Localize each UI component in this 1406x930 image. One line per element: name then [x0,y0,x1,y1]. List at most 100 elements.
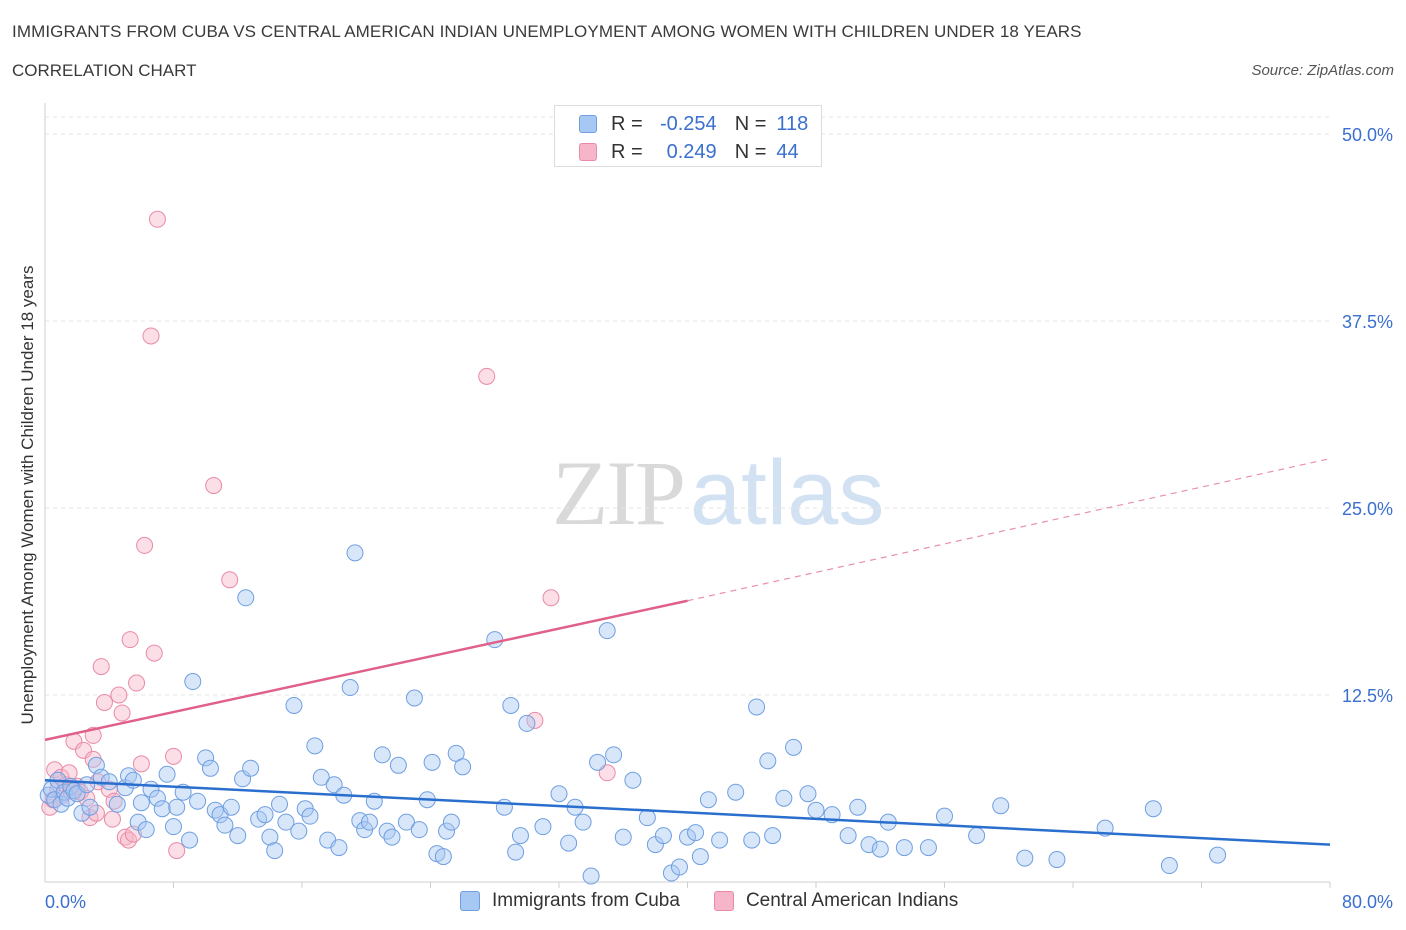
data-point-cuba [486,631,504,649]
data-point-central-american-indians [165,747,182,765]
data-point-cuba [764,827,782,845]
correlation-legend: R = -0.254 N = 118 R = 0.249 N = 44 [554,105,822,167]
data-point-cuba [679,828,696,846]
data-point-central-american-indians [110,686,128,704]
immigrants-from-cuba-points [39,544,1227,885]
series-legend: Immigrants from Cuba Central American In… [460,890,992,912]
data-point-central-american-indians [598,764,616,782]
data-point-cuba [410,821,428,839]
data-point-central-american-indians [92,658,110,676]
data-point-cuba [290,822,308,840]
data-point-cuba [237,589,255,607]
data-point-cuba [1048,851,1066,869]
data-point-cuba [285,696,303,714]
data-point-cuba [181,831,199,849]
legend-row-cuba: R = -0.254 N = 118 [579,112,808,136]
source-credit: Source: ZipAtlas.com [1251,62,1394,79]
data-point-central-american-indians [142,327,160,345]
r-label: R = [611,140,643,163]
data-point-cuba [936,807,953,825]
data-point-cuba [261,828,279,846]
legend-item-cuba: Immigrants from Cuba [460,890,680,912]
data-point-cuba [624,771,642,789]
n-label: N = [734,112,767,135]
data-point-cuba [849,798,867,816]
data-point-cuba [687,824,705,842]
data-point-central-american-indians [145,644,163,662]
data-point-central-american-indians [478,367,496,385]
n-label: N = [734,140,767,163]
data-point-cuba [589,753,607,771]
data-point-cuba [614,828,632,846]
data-point-cuba [306,737,324,755]
legend-item-central-american-indians: Central American Indians [713,890,958,912]
data-point-cuba [699,791,717,809]
central-american-indians-points [41,210,616,860]
grid-lines [45,116,1330,696]
data-point-cuba [598,622,616,640]
data-point-cuba [153,800,171,818]
data-point-central-american-indians [205,477,223,495]
chart-subtitle: CORRELATION CHART [12,61,197,80]
data-point-cuba [81,798,99,816]
y-tick-label: 50.0% [1342,125,1393,145]
axes [44,103,1331,888]
data-point-central-american-indians [132,755,150,773]
data-point-cuba [743,831,761,849]
data-point-cuba [92,768,110,786]
data-point-cuba [206,801,224,819]
n-value: 44 [776,140,799,163]
data-point-cuba [389,756,407,774]
data-point-central-american-indians [128,674,146,692]
legend-swatch-cuba [460,891,480,911]
data-point-cuba [1160,857,1178,875]
data-point-cuba [550,785,568,803]
data-point-cuba [434,848,452,866]
data-point-cuba [454,758,472,776]
data-point-cuba [277,813,295,831]
data-point-cuba [360,813,378,831]
data-point-cuba [534,818,552,836]
tick-labels: 12.5% 25.0% 37.5% 50.0% 0.0% 80.0% [45,125,1393,912]
y-tick-label: 37.5% [1342,312,1393,332]
data-point-cuba [325,776,343,794]
data-point-cuba [197,749,215,767]
legend-row-central-american-indians: R = 0.249 N = 44 [579,140,799,164]
data-point-cuba [132,794,150,812]
y-tick-label: 12.5% [1342,686,1393,706]
data-point-cuba [346,544,364,562]
data-point-cuba [383,828,401,846]
data-point-cuba [582,867,600,885]
data-point-cuba [711,831,729,849]
data-point-cuba [871,840,889,858]
data-point-cuba [574,813,592,831]
data-point-cuba [438,822,456,840]
data-point-cuba [638,809,656,827]
data-point-cuba [312,768,330,786]
x-tick-label: 80.0% [1342,892,1393,912]
trend-line-cuba [44,779,1331,846]
data-point-cuba [330,839,348,857]
data-point-cuba [605,746,623,764]
data-point-cuba [1209,846,1227,864]
data-point-cuba [189,792,207,810]
data-point-cuba [860,836,878,854]
data-point-cuba [100,773,118,791]
data-point-cuba [78,776,96,794]
data-point-cuba [168,798,186,816]
data-point-cuba [560,834,578,852]
legend-label-cuba: Immigrants from Cuba [492,890,680,911]
y-axis-label: Unemployment Among Women with Children U… [18,265,37,725]
n-value: 118 [776,112,809,135]
data-point-cuba [968,827,986,845]
data-point-cuba [507,843,525,861]
data-point-cuba [222,798,240,816]
data-point-cuba [266,842,284,860]
data-point-central-american-indians [113,704,131,722]
trend-lines [44,458,1331,846]
data-point-central-american-indians [136,536,154,554]
data-point-cuba [759,752,777,770]
data-point-cuba [301,807,319,825]
r-label: R = [611,112,643,135]
data-point-cuba [748,698,766,716]
